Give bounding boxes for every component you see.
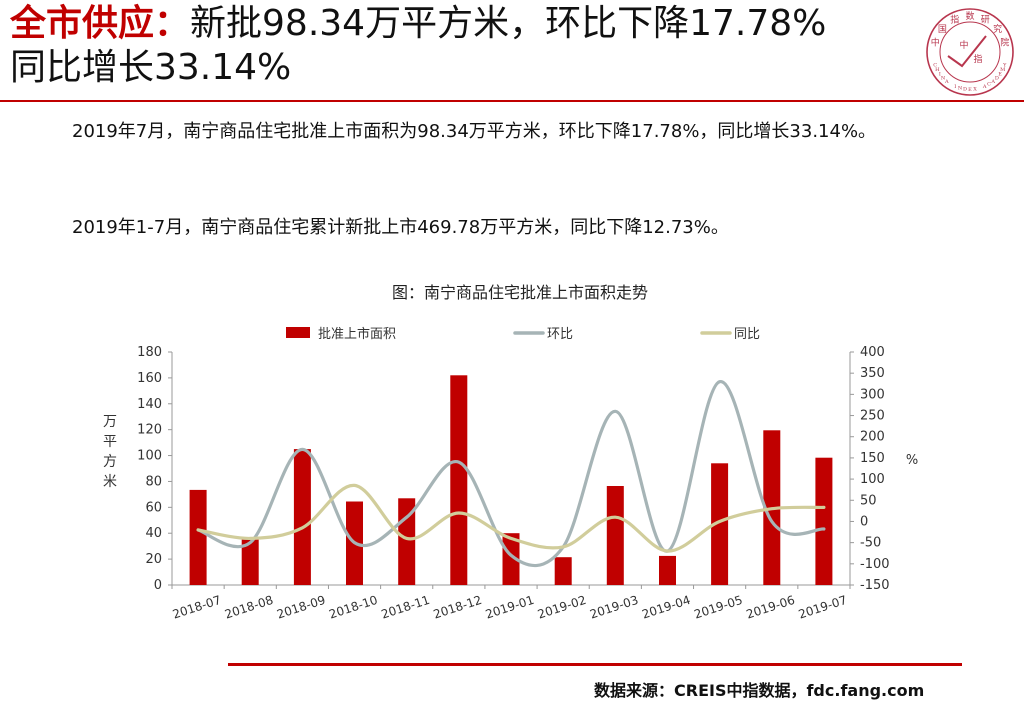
logo-english-char: N <box>941 75 946 81</box>
logo-ring-char: 院 <box>1000 37 1009 49</box>
legend-label: 环比 <box>547 327 573 342</box>
right-tick-label: 200 <box>860 430 885 445</box>
right-tick-label: -50 <box>860 536 881 551</box>
footer-divider <box>228 663 962 666</box>
logo-english-char: A <box>990 79 995 85</box>
right-tick-label: 400 <box>860 345 885 360</box>
left-tick-label: 40 <box>145 526 162 541</box>
logo-center-char: 指 <box>973 53 982 65</box>
bar-approved-area <box>659 555 676 585</box>
logo-english-char: A <box>982 84 987 90</box>
logo-english-char: D <box>995 75 999 81</box>
left-tick-label: 0 <box>154 578 162 593</box>
bar-approved-area <box>189 489 207 585</box>
headline-label: 全市供应： <box>10 3 191 44</box>
headline: 全市供应：新批98.34万平方米，环比下降17.78% 同比增长33.14% <box>10 2 910 90</box>
right-tick-label: 50 <box>860 493 877 508</box>
bar-approved-area <box>606 486 624 585</box>
line-mom <box>196 380 826 568</box>
bar-approved-area <box>711 463 729 585</box>
right-tick-label: 350 <box>860 366 885 381</box>
headline-line-1-text: 新批98.34万平方米，环比下降17.78% <box>190 3 827 44</box>
left-tick-label: 180 <box>137 345 162 360</box>
summary-paragraph-2: 2019年1-7月，南宁商品住宅累计新批上市469.78万平方米，同比下降12.… <box>72 217 729 238</box>
logo-ring-char: 数 <box>965 10 974 22</box>
left-axis-label: 万平方米 <box>103 414 117 490</box>
right-tick-label: 250 <box>860 409 885 424</box>
logo-english-char: C <box>987 82 991 88</box>
logo-ring-char: 究 <box>993 23 1002 35</box>
left-tick-label: 140 <box>137 397 162 412</box>
x-tick-label: 2019-05 <box>692 593 744 622</box>
logo-english-char: E <box>968 87 972 93</box>
right-tick-label: 0 <box>860 514 868 529</box>
header-divider <box>0 100 1024 102</box>
left-tick-label: 20 <box>145 552 162 567</box>
logo-ring-char: 国 <box>938 24 947 35</box>
line-yoy <box>196 483 826 553</box>
headline-line-1: 全市供应：新批98.34万平方米，环比下降17.78% <box>10 2 910 46</box>
x-tick-label: 2019-01 <box>484 593 536 622</box>
bar-approved-area <box>293 449 311 585</box>
logo-center-char: 中 <box>959 39 968 51</box>
left-tick-label: 80 <box>145 474 162 489</box>
logo-ring-char: 研 <box>981 14 990 25</box>
x-tick-label: 2019-03 <box>588 593 640 622</box>
left-tick-label: 100 <box>137 449 162 464</box>
x-tick-label: 2018-10 <box>327 593 379 622</box>
legend-label: 同比 <box>734 327 760 342</box>
legend-swatch-bar <box>286 327 310 338</box>
right-tick-label: 150 <box>860 451 885 466</box>
logo-english-char: M <box>1000 67 1005 73</box>
legend-label: 批准上市面积 <box>318 326 396 342</box>
bar-approved-area <box>815 457 833 585</box>
x-tick-label: 2018-09 <box>275 593 327 622</box>
x-tick-label: 2018-08 <box>223 593 275 622</box>
logo-english-char: A <box>944 79 949 85</box>
right-tick-label: 100 <box>860 472 885 487</box>
logo-ring-char: 中 <box>931 37 940 49</box>
summary-paragraph-1: 2019年7月，南宁商品住宅批准上市面积为98.34万平方米，环比下降17.78… <box>72 121 877 142</box>
bar-approved-area <box>241 538 259 585</box>
left-tick-label: 60 <box>145 500 162 515</box>
bar-approved-area <box>502 533 520 585</box>
logo-english-char: E <box>998 72 1002 78</box>
x-tick-label: 2018-11 <box>379 593 431 622</box>
x-tick-label: 2018-07 <box>171 593 223 622</box>
right-tick-label: -100 <box>860 557 890 572</box>
bar-approved-area <box>554 557 572 585</box>
x-tick-label: 2019-04 <box>640 593 692 622</box>
left-tick-label: 160 <box>137 371 162 386</box>
logo-english-char: D <box>963 87 967 93</box>
x-tick-label: 2019-07 <box>797 593 849 622</box>
x-tick-label: 2019-02 <box>536 593 588 622</box>
right-tick-label: -150 <box>860 578 890 593</box>
logo-ring-char: 指 <box>950 13 959 25</box>
right-tick-label: 300 <box>860 387 885 402</box>
left-tick-label: 120 <box>137 423 162 438</box>
bar-approved-area <box>450 375 468 585</box>
data-source: 数据来源：CREIS中指数据，fdc.fang.com <box>594 681 925 700</box>
logo-english-char: I <box>954 84 956 90</box>
headline-line-2: 同比增长33.14% <box>10 47 292 88</box>
logo-english-char: N <box>958 86 963 92</box>
x-tick-label: 2019-06 <box>745 593 797 622</box>
chart-title: 图：南宁商品住宅批准上市面积走势 <box>392 283 648 302</box>
logo-english-char: H <box>935 67 940 73</box>
right-axis-label: % <box>906 453 918 468</box>
logo-english-char: I <box>939 72 941 78</box>
logo-english-char: Y <box>1002 63 1007 69</box>
logo-english-char: X <box>973 87 977 93</box>
logo-english-char: C <box>933 63 937 69</box>
x-tick-label: 2018-12 <box>432 593 484 622</box>
